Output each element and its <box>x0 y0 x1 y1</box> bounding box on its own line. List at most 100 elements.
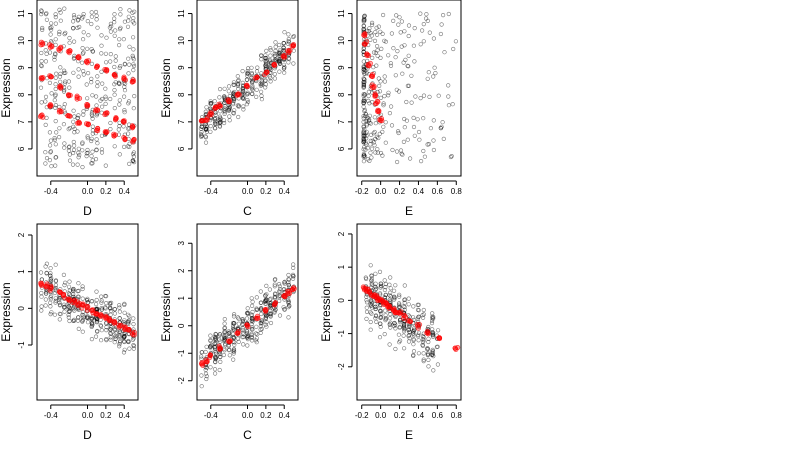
cloud-point <box>264 310 269 316</box>
y-axis-label: Expression <box>0 58 13 117</box>
cloud-point <box>378 321 383 326</box>
cloud-point <box>263 55 268 61</box>
fitted-series <box>198 42 297 124</box>
cloud-point <box>103 60 109 65</box>
cloud-point <box>433 70 438 76</box>
cloud-point <box>48 21 54 26</box>
cloud-point <box>369 282 374 288</box>
y-tick-label: 1 <box>337 264 346 269</box>
cloud-point <box>286 272 291 278</box>
cloud-point <box>369 273 374 278</box>
cloud-point <box>39 50 44 56</box>
cloud-point <box>58 71 63 76</box>
cloud-point <box>103 321 109 326</box>
cloud-point <box>272 291 278 296</box>
cloud-point <box>362 16 367 21</box>
cloud-point <box>76 74 81 79</box>
x-tick-label: -0.4 <box>44 411 58 420</box>
fitted-point <box>58 109 64 115</box>
plot-frame <box>196 223 299 401</box>
cloud-point <box>263 78 268 83</box>
fitted-point <box>364 52 370 58</box>
cloud-point <box>378 150 384 156</box>
x-tick-label: 0.6 <box>432 187 444 196</box>
cloud-point <box>286 277 291 282</box>
fitted-point <box>112 73 118 79</box>
cloud-point <box>388 61 393 66</box>
cloud-point <box>199 356 204 361</box>
cloud-point <box>203 349 208 355</box>
y-tick-label: 2 <box>177 268 186 273</box>
cloud-point <box>249 65 254 70</box>
cloud-point <box>240 327 245 333</box>
cloud-point <box>240 335 245 340</box>
cloud-point <box>57 300 62 305</box>
cloud-point <box>365 146 370 151</box>
fitted-point <box>372 93 378 99</box>
cloud-point <box>117 152 122 157</box>
cloud-point <box>268 296 273 301</box>
cloud-point <box>89 154 94 159</box>
cloud-point <box>286 32 291 37</box>
cloud-point <box>263 322 268 327</box>
fitted-point <box>218 103 224 109</box>
cloud-point <box>393 326 398 331</box>
fitted-point <box>365 61 371 67</box>
cloud-point <box>380 129 385 134</box>
cloud-point <box>245 99 251 105</box>
fitted-point <box>212 106 218 112</box>
cloud-point <box>291 34 297 39</box>
cloud-point <box>382 79 388 84</box>
cloud-point <box>198 126 203 131</box>
y-tick-label: -2 <box>177 377 186 385</box>
cloud-point <box>258 327 263 332</box>
cloud-point <box>95 74 100 79</box>
cloud-point <box>258 289 263 294</box>
cloud-point <box>426 142 432 147</box>
cloud-point <box>425 346 430 351</box>
cloud-point <box>370 138 375 143</box>
cloud-point <box>368 310 373 315</box>
cloud-point <box>53 163 58 168</box>
cloud-point <box>249 296 254 301</box>
cloud-point <box>67 288 72 293</box>
cloud-point <box>236 339 241 345</box>
cloud-point <box>116 127 121 132</box>
cloud-point <box>421 351 426 356</box>
cloud-point <box>411 342 416 347</box>
cloud-point <box>402 116 407 122</box>
cloud-point <box>39 308 44 313</box>
cloud-point <box>415 302 420 308</box>
cloud-point <box>368 142 373 147</box>
cloud-point <box>76 14 81 19</box>
cloud-point <box>71 287 76 292</box>
cloud-point <box>118 63 123 69</box>
cloud-point <box>122 318 127 323</box>
y-tick-label: 9 <box>17 65 26 70</box>
cloud-point <box>203 109 208 114</box>
cloud-point <box>217 332 222 337</box>
cloud-point <box>396 22 401 27</box>
cloud-point <box>361 66 367 72</box>
cloud-point <box>446 83 451 88</box>
cloud-point <box>104 337 109 342</box>
fitted-series <box>199 285 297 368</box>
cloud-point <box>217 124 223 129</box>
fitted-point <box>39 282 45 288</box>
cloud-point <box>435 362 441 367</box>
cloud-point <box>71 307 76 312</box>
cloud-point <box>223 104 228 109</box>
cloud-point <box>48 271 53 276</box>
cloud-point <box>236 86 241 91</box>
cloud-point <box>402 125 407 130</box>
cloud-point <box>236 316 241 321</box>
plot-frame <box>196 0 299 177</box>
cloud-point <box>76 150 81 155</box>
fitted-point <box>366 289 372 295</box>
cloud-point <box>383 318 388 323</box>
cloud-point <box>227 330 232 335</box>
cloud-point <box>47 80 53 85</box>
cloud-point <box>431 118 436 123</box>
cloud-point <box>259 320 265 325</box>
fitted-point <box>244 322 250 328</box>
